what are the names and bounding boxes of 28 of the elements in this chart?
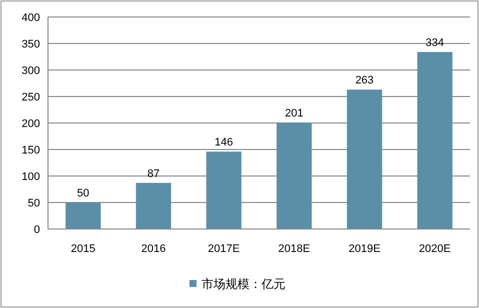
data-label: 87 [147, 168, 160, 180]
data-label: 263 [355, 74, 374, 87]
bar [417, 52, 452, 229]
x-tick-label: 2017E [208, 243, 240, 255]
x-tick-label: 2019E [348, 243, 380, 255]
bar [206, 152, 242, 229]
x-tick-label: 2016 [141, 243, 166, 255]
x-tick-label: 2020E [418, 243, 451, 255]
y-tick-label: 200 [22, 118, 40, 130]
y-tick-label: 350 [22, 38, 40, 50]
data-label: 50 [77, 188, 90, 200]
bar [346, 90, 382, 229]
y-tick-label: 400 [22, 12, 40, 24]
y-tick-label: 300 [22, 65, 40, 77]
data-label: 334 [426, 36, 444, 49]
y-tick-label: 100 [22, 171, 40, 183]
x-tick-label: 2018E [278, 243, 310, 255]
bar [136, 182, 172, 229]
y-tick-label: 250 [22, 92, 40, 104]
data-label: 201 [284, 107, 304, 120]
y-tick-label: 150 [22, 144, 40, 156]
data-label: 146 [214, 136, 234, 149]
bar [276, 122, 312, 229]
y-tick-label: 0 [34, 224, 40, 236]
bar [66, 202, 101, 229]
x-tick-label: 2015 [70, 243, 96, 255]
y-tick-label: 50 [28, 198, 40, 210]
legend-label: 市场规模：亿元 [202, 277, 286, 291]
